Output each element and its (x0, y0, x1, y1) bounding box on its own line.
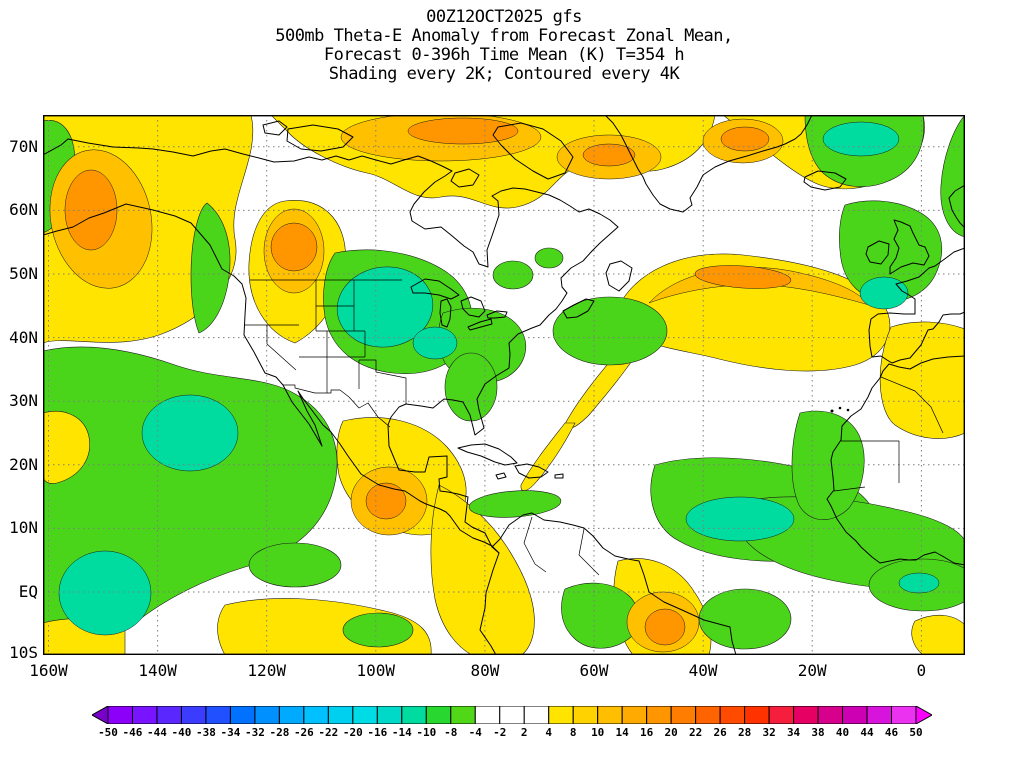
borders-africa (833, 376, 944, 492)
colorbar-tick-label: -10 (416, 726, 437, 739)
colorbar-scale (90, 705, 934, 728)
borders-south-america (523, 516, 600, 576)
coast-africa-atlantic (826, 363, 965, 566)
negative-anomaly-cores-teal (58, 121, 940, 636)
coast-victoria-island (286, 124, 354, 152)
coast-north-america-east (387, 226, 619, 554)
coast-cuba (457, 443, 518, 466)
title-run-line: 00Z12OCT2025 gfs (426, 7, 582, 27)
lon-tick-label: 100W (356, 661, 396, 680)
lat-tick-label: EQ (18, 582, 38, 601)
colorbar-tick-label: 4 (545, 726, 553, 739)
map-frame (43, 115, 965, 655)
colorbar-tick-label: -14 (391, 726, 412, 739)
colorbar-tick-label: 8 (569, 726, 577, 739)
coast-arctic (43, 138, 432, 165)
colorbar-tick-label: 32 (762, 726, 776, 739)
colorbar-tick-label: 40 (835, 726, 850, 739)
lat-tick-label: 50N (9, 264, 38, 283)
map-plot (43, 115, 965, 655)
colorbar-tick-label: -46 (122, 726, 143, 739)
colorbar-tick-label: -16 (367, 726, 388, 739)
lat-tick-label: 10S (9, 643, 38, 662)
colorbar-tick-label: 22 (689, 726, 703, 739)
title-forecast-line: Forecast 0-396h Time Mean (K) T=354 h (323, 45, 685, 65)
colorbar-tick-label: 38 (811, 726, 825, 739)
negative-anomaly-shading-tropics (248, 542, 414, 648)
great-lakes (410, 278, 508, 331)
title-variable-line: 500mb Theta-E Anomaly from Forecast Zona… (275, 26, 733, 46)
colorbar-tick-label: 26 (713, 726, 727, 739)
colorbar-tick-label: 46 (884, 726, 899, 739)
political-borders (245, 279, 944, 576)
positive-anomaly-cores-orange (64, 117, 792, 646)
colorbar-tick-label: 16 (640, 726, 654, 739)
coast-north-america-west (43, 203, 500, 655)
colorbar-tick-label: 44 (860, 726, 874, 739)
coast-ireland (865, 240, 890, 265)
coast-south-america (491, 512, 737, 655)
colorbar-tick-label: -20 (342, 726, 363, 739)
coast-norway (948, 184, 965, 229)
coast-hispaniola (514, 463, 549, 479)
colorbar-tick-label: -38 (196, 726, 216, 739)
lat-tick-label: 60N (9, 200, 38, 220)
coast-puerto-rico (554, 473, 564, 479)
coast-africa-mediterranean (888, 355, 965, 370)
lat-tick-label: 20N (9, 454, 38, 474)
coastlines (43, 115, 965, 655)
lon-tick-label: 120W (247, 661, 286, 680)
colorbar-tick-label: -28 (269, 726, 290, 739)
lat-tick-label: 30N (9, 391, 38, 411)
coast-banks-island (262, 120, 288, 136)
lon-tick-label: 0 (916, 661, 927, 680)
lon-tick-label: 60W (579, 661, 609, 680)
colorbar-tick-label: -34 (220, 726, 241, 739)
coast-greenland (604, 115, 813, 213)
lon-tick-label: 160W (29, 661, 68, 680)
colorbar-tick-label: -8 (444, 726, 458, 739)
lon-tick-label: 80W (470, 661, 500, 680)
lat-tick-label: 70N (9, 136, 38, 156)
colorbar-tick-label: 34 (786, 726, 801, 739)
coast-newfoundland (605, 260, 633, 292)
colorbar-tick-label: 14 (615, 726, 629, 739)
canary-island (838, 406, 842, 410)
colorbar-tick-label: 28 (737, 726, 752, 739)
colorbar-tick-label: -50 (98, 726, 118, 739)
colorbar-tick-label: 50 (909, 726, 923, 739)
colorbar: -50 -46 -44 -40 -38 -34 -32 -28 -26 -22 -20 -16 -14-… (90, 705, 934, 748)
lon-tick-label: 140W (138, 661, 177, 680)
canary-island (830, 409, 834, 413)
colorbar-tick-label: 2 (520, 726, 528, 739)
coast-baffin-island (492, 122, 574, 180)
lon-tick-label: 20W (797, 661, 827, 680)
coast-hudson-bay (409, 160, 619, 268)
title-shading-line: Shading every 2K; Contoured every 4K (328, 64, 680, 84)
coast-europe (868, 247, 965, 364)
colorbar-tick-label: -40 (171, 726, 192, 739)
colorbar-tick-label: -22 (318, 726, 339, 739)
border-us-mexico (283, 384, 391, 428)
colorbar-tick-label: -26 (293, 726, 314, 739)
coast-iceland (803, 170, 847, 191)
colorbar-tick-label: 10 (591, 726, 605, 739)
lat-tick-label: 10N (9, 518, 38, 538)
colorbar-tick-label: -2 (493, 726, 507, 739)
plot-title-block: 00Z12OCT2025 gfs 500mb Theta-E Anomaly f… (43, 8, 965, 84)
lat-tick-label: 40N (9, 327, 38, 347)
colorbar-tick-label: -4 (468, 726, 482, 739)
colorbar-tick-label: -44 (147, 726, 167, 739)
coast-nova-scotia (562, 298, 595, 319)
canary-island (846, 408, 850, 412)
coast-southampton-island (450, 168, 480, 188)
lon-tick-label: 40W (688, 661, 718, 680)
borders-us-states (245, 280, 407, 404)
colorbar-tick-label: -32 (244, 726, 265, 739)
coast-jamaica (495, 472, 507, 480)
colorbar-tick-label: 20 (664, 726, 678, 739)
coast-great-britain (889, 219, 930, 275)
